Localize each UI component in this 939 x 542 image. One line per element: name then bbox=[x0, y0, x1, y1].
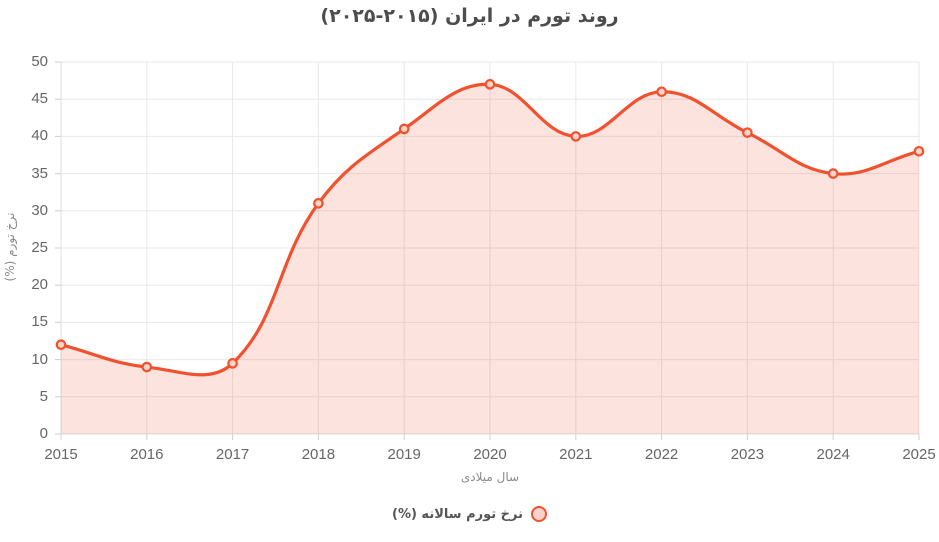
y-tick-label: 20 bbox=[31, 276, 48, 294]
x-tick-label: 2024 bbox=[816, 446, 850, 463]
data-point[interactable] bbox=[656, 86, 667, 98]
data-point[interactable] bbox=[227, 358, 238, 369]
data-point[interactable] bbox=[55, 339, 67, 351]
y-tick-label: 50 bbox=[31, 53, 48, 70]
data-point[interactable] bbox=[742, 127, 753, 138]
data-point[interactable] bbox=[913, 145, 925, 157]
y-tick-label: 45 bbox=[31, 90, 48, 108]
data-point[interactable] bbox=[313, 198, 324, 209]
x-tick-label: 2022 bbox=[644, 446, 679, 463]
y-tick-label: 30 bbox=[31, 201, 48, 219]
y-tick-label: 40 bbox=[31, 127, 48, 145]
data-point[interactable] bbox=[570, 131, 582, 142]
data-point[interactable] bbox=[827, 168, 839, 179]
legend: نرخ تورم سالانه (%) bbox=[0, 506, 939, 522]
x-tick-label: 2025 bbox=[902, 446, 936, 463]
chart-title: روند تورم در ایران (۲۰۱۵-۲۰۲۵) bbox=[320, 5, 619, 27]
y-tick-label: 35 bbox=[31, 164, 48, 182]
data-point[interactable] bbox=[398, 123, 410, 135]
x-tick-label: 2019 bbox=[387, 446, 421, 463]
legend-item[interactable]: نرخ تورم سالانه (%) bbox=[392, 506, 547, 522]
legend-label: نرخ تورم سالانه (%) bbox=[392, 506, 523, 522]
area-fill bbox=[61, 84, 919, 435]
y-tick-label: 10 bbox=[31, 350, 48, 368]
x-tick-label: 2020 bbox=[473, 446, 507, 463]
data-point[interactable] bbox=[484, 79, 496, 90]
x-tick-label: 2023 bbox=[730, 446, 765, 463]
x-tick-label: 2015 bbox=[44, 446, 78, 463]
y-tick-label: 5 bbox=[39, 387, 48, 405]
data-point[interactable] bbox=[141, 361, 153, 373]
y-tick-label: 25 bbox=[31, 239, 48, 256]
x-tick-label: 2016 bbox=[130, 446, 164, 463]
y-tick-label: 0 bbox=[39, 425, 48, 442]
legend-circle-marker bbox=[530, 506, 547, 522]
x-axis-title: سال میلادی bbox=[460, 470, 520, 484]
x-tick-label: 2017 bbox=[215, 446, 250, 463]
x-tick-label: 2021 bbox=[559, 446, 593, 463]
y-tick-label: 15 bbox=[31, 313, 48, 331]
x-tick-label: 2018 bbox=[301, 446, 336, 463]
y-axis-title: نرخ تورم (%) bbox=[3, 212, 17, 282]
